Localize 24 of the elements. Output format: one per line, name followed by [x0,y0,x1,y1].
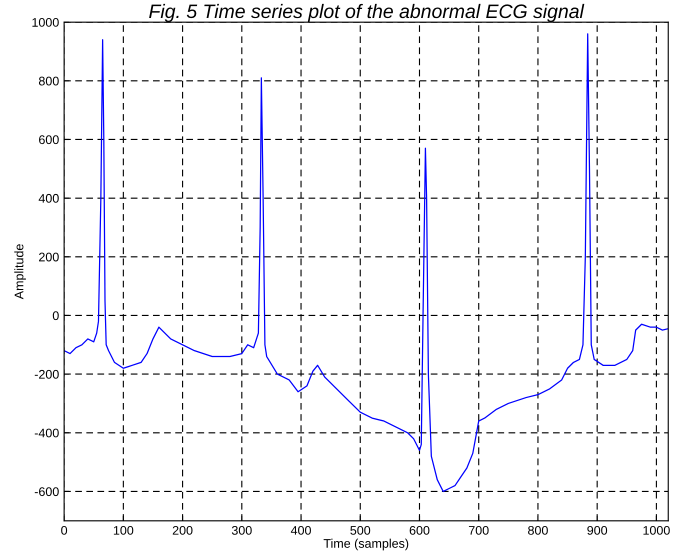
y-tick-label: 800 [38,76,59,86]
x-tick-label: 700 [468,526,489,535]
y-tick-label: 200 [39,252,59,262]
x-tick-label: 0 [61,526,68,535]
x-tick-label: 300 [232,526,252,535]
y-tick-label: 1000 [32,18,59,27]
chart-title: Fig. 5 Time series plot of the abnormal ECG signal [149,4,584,22]
x-axis-title: Time (samples) [324,538,408,550]
x-tick-label: 500 [350,526,370,535]
y-tick-label: -200 [34,370,59,379]
y-tick-label: -400 [34,428,59,438]
y-axis-title: Amplitude [14,244,26,300]
y-tick-label: 400 [38,194,59,203]
x-tick-label: 600 [410,526,430,535]
line-series [64,33,668,492]
y-tick-label: 600 [39,135,59,144]
x-tick-label: 100 [114,526,134,535]
x-tick-label: 200 [172,526,193,535]
y-tick-label: -600 [34,487,59,496]
x-tick-label: 900 [587,526,608,535]
x-tick-label: 400 [290,526,311,535]
y-tick-label: 0 [52,311,59,320]
x-tick-label: 1000 [643,526,670,535]
x-tick-label: 800 [528,526,548,535]
